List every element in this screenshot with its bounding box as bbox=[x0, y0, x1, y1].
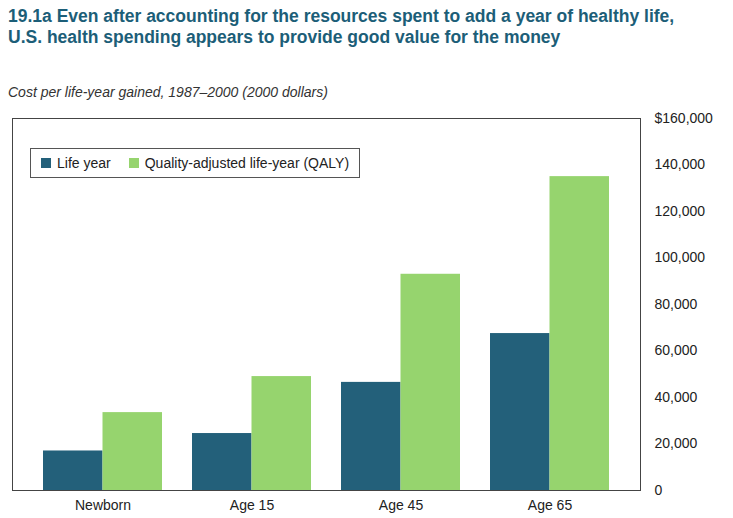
svg-text:Age 15: Age 15 bbox=[230, 497, 275, 513]
svg-text:Newborn: Newborn bbox=[75, 497, 131, 513]
svg-text:80,000: 80,000 bbox=[655, 296, 698, 312]
svg-text:60,000: 60,000 bbox=[655, 342, 698, 358]
svg-text:Age 45: Age 45 bbox=[379, 497, 424, 513]
svg-text:100,000: 100,000 bbox=[655, 249, 706, 265]
html-text:19.1a Even after accounting fo: 19.1a Even after accounting for the reso… bbox=[8, 6, 675, 47]
svg-text:$160,000: $160,000 bbox=[655, 110, 714, 126]
svg-text:20,000: 20,000 bbox=[655, 435, 698, 451]
html-text:Quality-adjusted life-year (QA: Quality-adjusted life-year (QALY) bbox=[144, 155, 350, 171]
html-text:Life year: Life year bbox=[57, 155, 111, 171]
svg-text:0: 0 bbox=[655, 482, 663, 498]
svg-text:120,000: 120,000 bbox=[655, 203, 706, 219]
svg-text:40,000: 40,000 bbox=[655, 389, 698, 405]
svg-text:Age 65: Age 65 bbox=[528, 497, 573, 513]
html-text:Cost per life-year gained, 198: Cost per life-year gained, 1987–2000 (20… bbox=[8, 84, 328, 100]
svg-text:140,000: 140,000 bbox=[655, 156, 706, 172]
